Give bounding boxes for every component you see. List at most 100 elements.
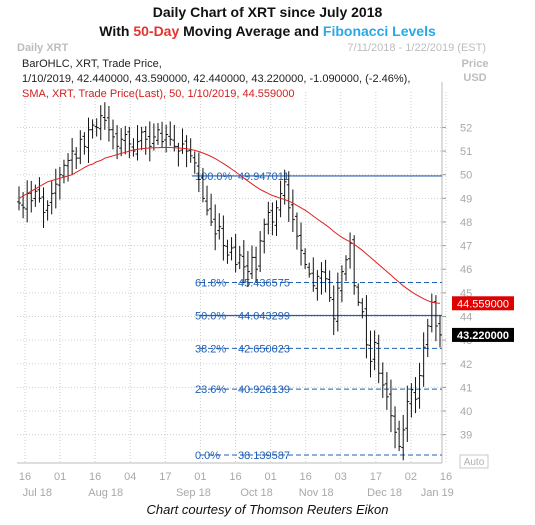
x-tick-label: 16 xyxy=(89,471,101,483)
ohlc-bar xyxy=(393,406,398,449)
ohlc-bar xyxy=(221,215,226,261)
ohlc-bar xyxy=(192,151,197,174)
ohlc-bar xyxy=(86,117,91,164)
ohlc-bar xyxy=(131,138,136,157)
ohlc-bar xyxy=(135,125,140,161)
ohlc-bar xyxy=(258,231,263,273)
ohlc-bar xyxy=(41,187,46,229)
ohlc-bar xyxy=(98,105,103,141)
ohlc-bar xyxy=(372,330,377,371)
ohlc-bar xyxy=(217,213,222,240)
ohlc-bar xyxy=(266,201,271,235)
last-price-tag xyxy=(452,327,514,342)
fib-level-percent: 50.0% xyxy=(195,310,226,322)
ohlc-bar xyxy=(209,193,214,226)
ohlc-bar xyxy=(343,255,348,282)
ohlc-bar xyxy=(438,315,442,348)
title-highlight-fibonacci: Fibonacci Levels xyxy=(322,23,436,39)
ohlc-bar xyxy=(49,181,54,215)
ohlc-bar xyxy=(237,246,242,270)
ohlc-bar xyxy=(139,126,144,151)
ohlc-bar xyxy=(147,121,152,162)
ohlc-bar xyxy=(290,189,295,232)
ohlc-bar xyxy=(213,204,218,251)
ohlc-bar xyxy=(368,330,373,378)
ohlc-bar xyxy=(233,234,238,273)
ohlc-bar xyxy=(53,168,58,209)
fib-level-percent: 100.0% xyxy=(195,171,233,183)
ohlc-bar xyxy=(61,159,66,184)
x-tick-label: 16 xyxy=(19,471,31,483)
price-chart[interactable]: 100.0% 49.947011 61.8% 45.436575 50.0% 44.043… xyxy=(0,40,535,500)
y-tick-label: 40 xyxy=(460,406,472,418)
ohlc-bar xyxy=(74,147,79,169)
x-tick-label: 16 xyxy=(300,471,312,483)
panel-date-range: 7/11/2018 - 1/22/2019 (EST) xyxy=(347,42,486,54)
x-month-label: Nov 18 xyxy=(299,487,334,499)
x-tick-label: 02 xyxy=(405,471,417,483)
y-tick-label: 48 xyxy=(460,217,472,229)
y-tick-label: 46 xyxy=(460,264,472,276)
y-tick-label: 52 xyxy=(460,122,472,134)
x-month-label: Aug 18 xyxy=(88,487,123,499)
legend-line-3: SMA, XRT, Trade Price(Last), 50, 1/10/20… xyxy=(22,88,295,100)
ohlc-bar xyxy=(360,298,365,319)
y-tick-label: 49 xyxy=(460,193,472,205)
ohlc-bar xyxy=(57,166,62,200)
ohlc-bar xyxy=(364,295,369,359)
fib-level-value: 38.139587 xyxy=(238,450,290,462)
ohlc-bar xyxy=(319,262,324,295)
ohlc-bar xyxy=(331,285,336,336)
ohlc-bar xyxy=(356,283,361,306)
ohlc-bar xyxy=(160,121,165,149)
x-month-label: Jan 19 xyxy=(421,487,454,499)
x-tick-label: 17 xyxy=(370,471,382,483)
ohlc-bar xyxy=(115,125,120,160)
y-axis-tick-labels: 3940414243444546474849505152 xyxy=(460,122,472,441)
sma-price-tag xyxy=(452,296,514,311)
legend-line-1: BarOHLC, XRT, Trade Price, xyxy=(22,58,162,70)
ohlc-bar xyxy=(151,123,156,151)
x-tick-label: 01 xyxy=(264,471,276,483)
ohlc-bar xyxy=(417,362,422,409)
ohlc-bar xyxy=(205,185,210,216)
y-tick-label: 39 xyxy=(460,430,472,442)
ohlc-bar xyxy=(111,119,116,150)
auto-scale-button[interactable] xyxy=(459,454,489,469)
x-tick-label: 04 xyxy=(124,471,136,483)
ohlc-bar xyxy=(33,184,38,207)
fib-level-value: 45.436575 xyxy=(238,278,290,290)
ohlc-bar xyxy=(127,126,132,159)
ohlc-bar xyxy=(155,123,160,145)
ohlc-bar xyxy=(274,200,279,236)
fib-level-percent: 23.6% xyxy=(195,384,226,396)
legend-line-2: 1/10/2019, 42.440000, 43.590000, 42.4400… xyxy=(22,73,410,85)
y-tick-label: 50 xyxy=(460,170,472,182)
ohlc-bar xyxy=(323,259,328,293)
y-tick-label: 44 xyxy=(460,311,472,323)
ohlc-bar xyxy=(78,130,83,165)
ohlc-bar xyxy=(397,420,402,452)
currency-axis-label: USD xyxy=(463,72,486,84)
ohlc-bar xyxy=(17,186,21,211)
ohlc-bar xyxy=(352,235,357,295)
ohlc-bar xyxy=(380,362,385,398)
ohlc-bar xyxy=(123,125,128,155)
ohlc-bar xyxy=(66,153,71,182)
ohlc-bar xyxy=(249,245,254,280)
fib-level-value: 44.043299 xyxy=(238,310,290,322)
ohlc-bar xyxy=(413,377,418,414)
ohlc-bar xyxy=(176,142,181,167)
ohlc-bar xyxy=(102,102,107,130)
ohlc-bar xyxy=(384,372,389,410)
ohlc-bar xyxy=(421,332,426,387)
ohlc-bar xyxy=(245,251,250,288)
panel-name: Daily XRT xyxy=(17,42,69,54)
chart-background xyxy=(0,40,535,500)
x-month-label: Oct 18 xyxy=(240,487,272,499)
ohlc-bar xyxy=(45,200,50,221)
ohlc-bar xyxy=(388,379,393,433)
title-middle: Moving Average and xyxy=(179,23,323,39)
ohlc-bar xyxy=(168,121,173,146)
ohlc-bar xyxy=(254,246,259,283)
